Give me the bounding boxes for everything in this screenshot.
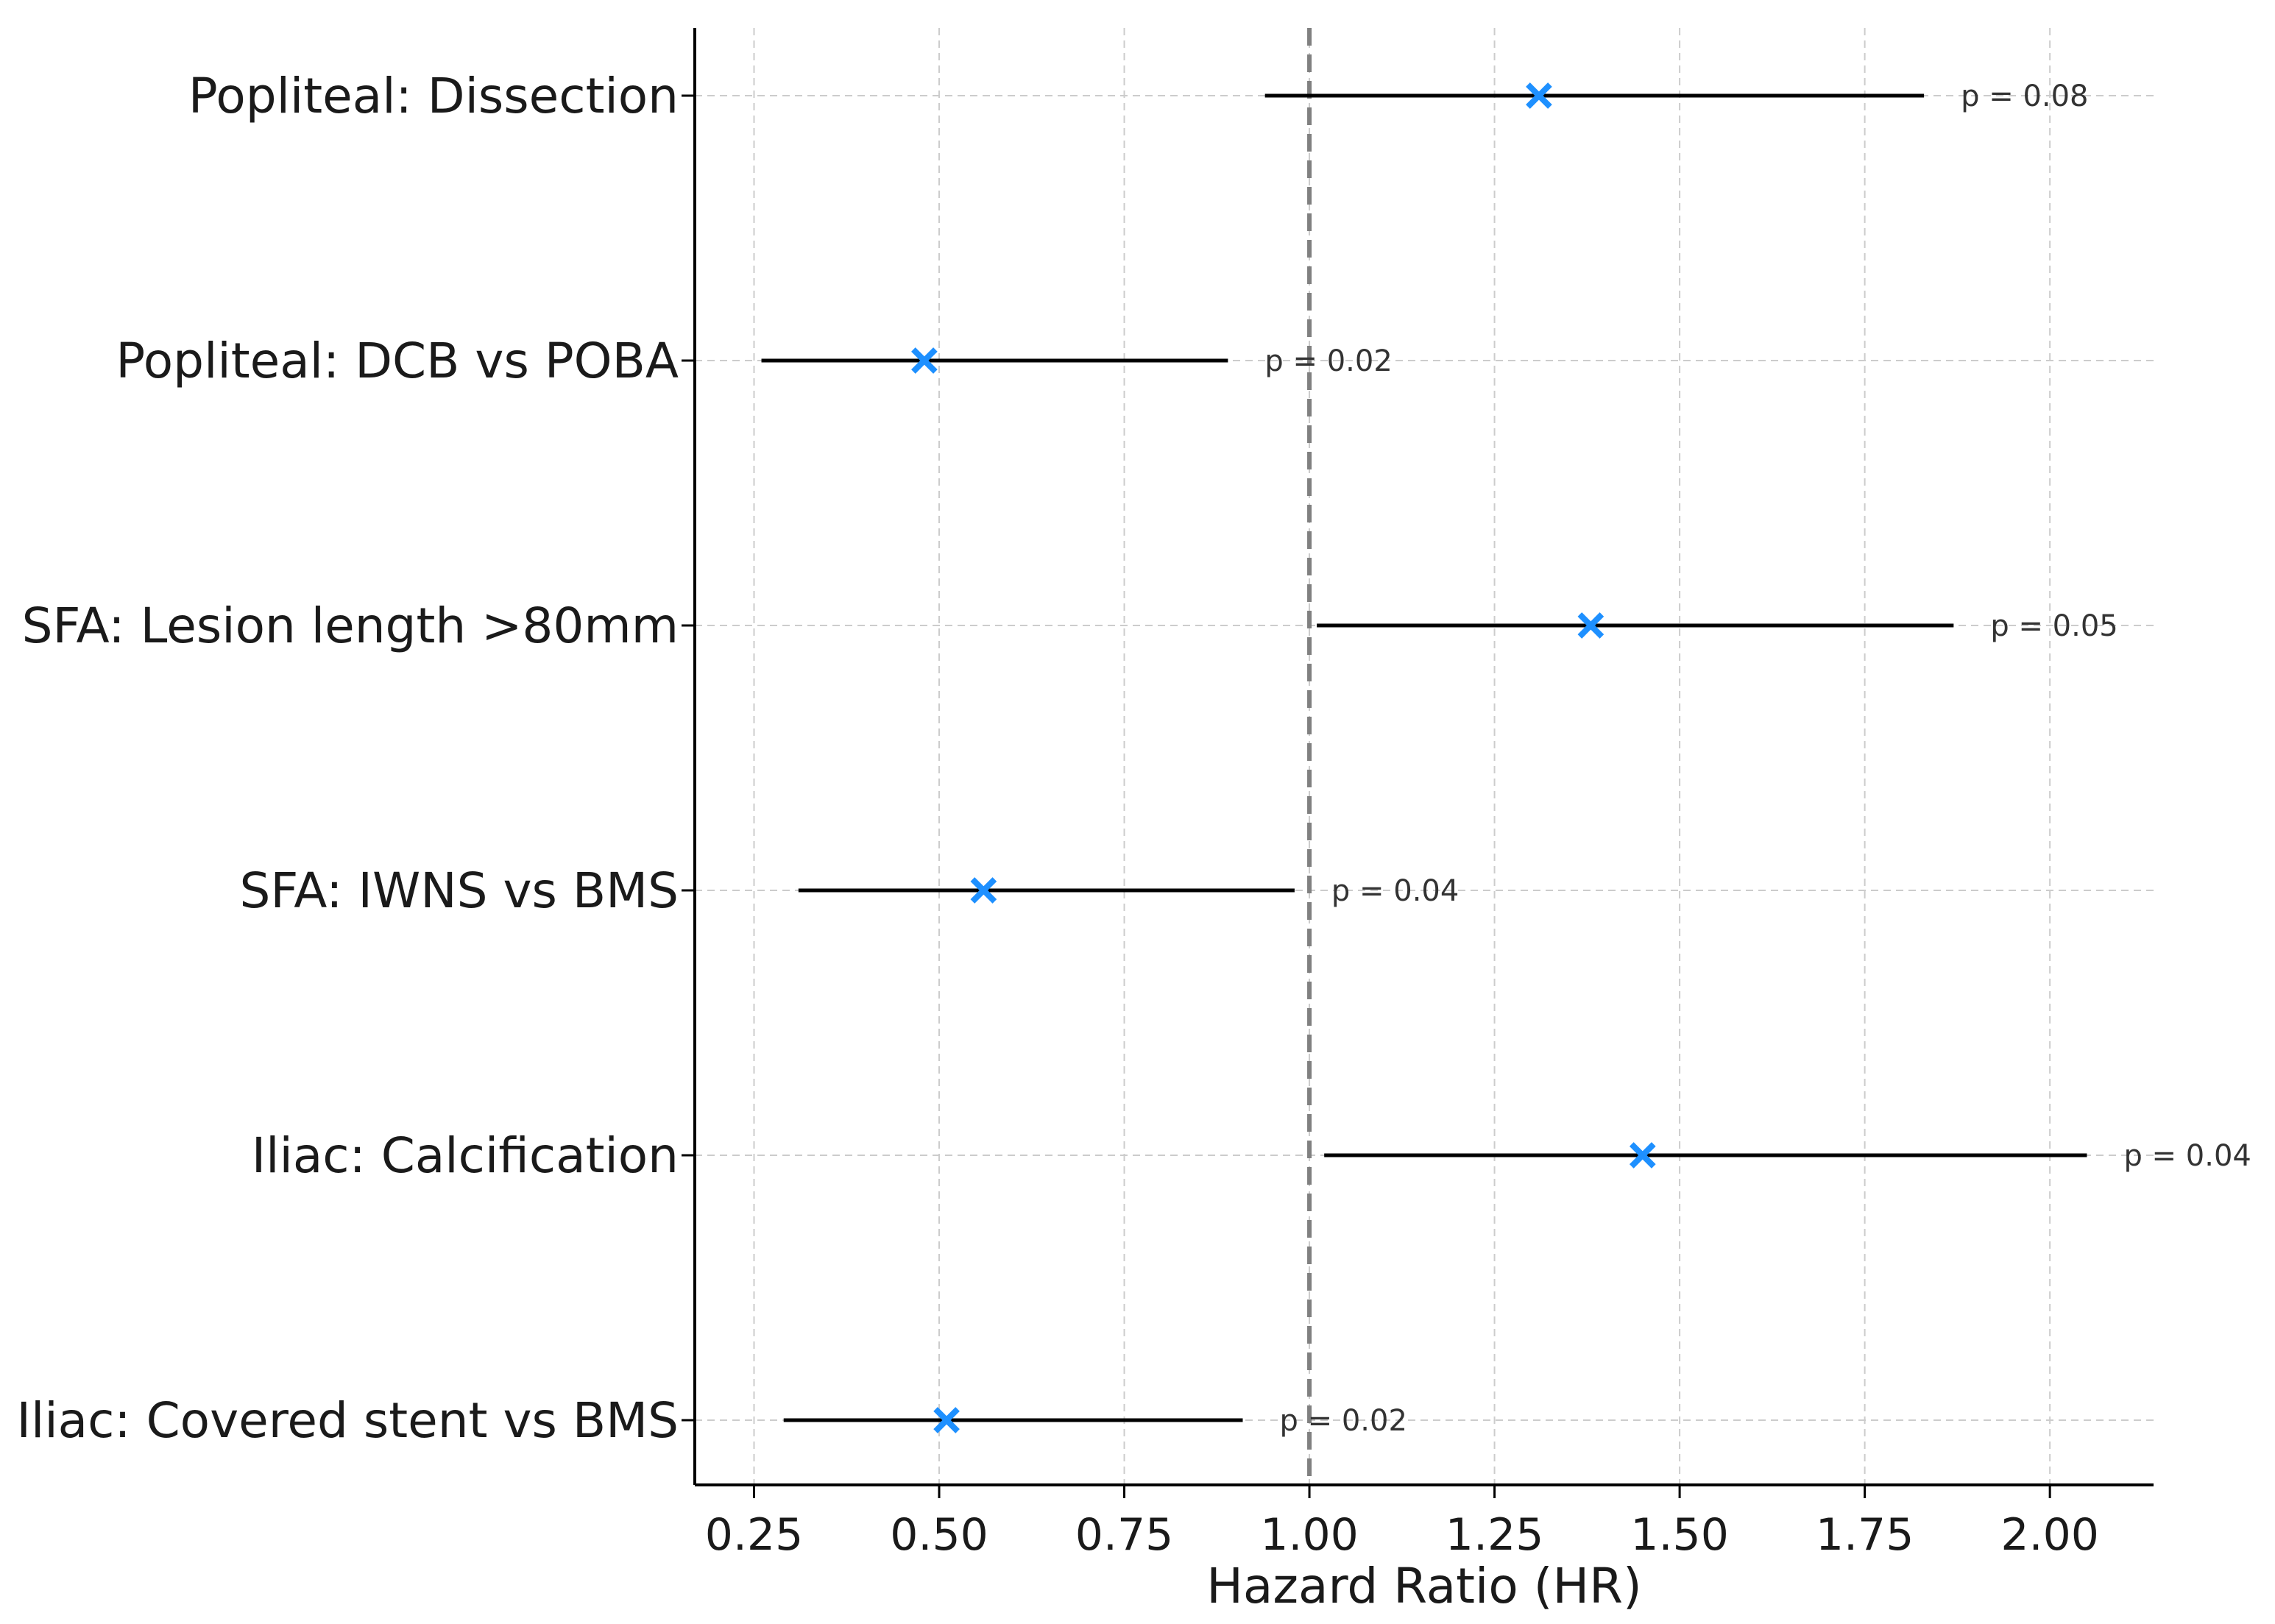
hr-point-marker <box>933 1407 960 1433</box>
grid-layer <box>695 28 2154 1485</box>
forest-row: p = 0.05 SFA: Lesion length >80mm <box>22 598 2118 654</box>
forest-row: p = 0.08 Popliteal: Dissection <box>188 68 2089 124</box>
forest-row: p = 0.02 Iliac: Covered stent vs BMS <box>17 1392 1407 1449</box>
hr-point-marker <box>911 347 938 374</box>
y-tick-label: Iliac: Calcification <box>252 1127 679 1184</box>
p-value-label: p = 0.02 <box>1280 1404 1407 1438</box>
x-tick-label: 0.50 <box>890 1509 988 1561</box>
hr-point-marker <box>1629 1142 1656 1169</box>
rows-layer: p = 0.08 Popliteal: Dissection p = 0.02 Pop… <box>17 68 2251 1449</box>
x-tick-label: 1.50 <box>1630 1509 1729 1561</box>
p-value-label: p = 0.08 <box>1961 79 2088 113</box>
x-axis-label: Hazard Ratio (HR) <box>1206 1558 1641 1614</box>
axes-layer: 0.25 0.50 0.75 1.00 1.25 1.50 1.75 2.00 <box>682 28 2154 1561</box>
x-tick-label: 2.00 <box>2000 1509 2099 1561</box>
forest-row: p = 0.02 Popliteal: DCB vs POBA <box>116 333 1392 389</box>
y-tick-label: Iliac: Covered stent vs BMS <box>17 1392 679 1449</box>
p-value-label: p = 0.02 <box>1264 344 1392 378</box>
forest-row: p = 0.04 SFA: IWNS vs BMS <box>239 862 1459 919</box>
x-tick-label: 1.25 <box>1446 1509 1544 1561</box>
hr-point-marker <box>1577 612 1604 639</box>
x-tick-label: 0.75 <box>1075 1509 1174 1561</box>
hr-point-marker <box>1526 82 1552 109</box>
x-tick-label: 1.00 <box>1260 1509 1359 1561</box>
p-value-label: p = 0.04 <box>1331 874 1459 908</box>
forest-row: p = 0.04 Iliac: Calcification <box>252 1127 2251 1184</box>
y-tick-label: SFA: Lesion length >80mm <box>22 598 679 654</box>
p-value-label: p = 0.05 <box>1990 609 2117 643</box>
y-tick-label: Popliteal: Dissection <box>188 68 679 124</box>
x-tick-label: 0.25 <box>705 1509 804 1561</box>
hr-point-marker <box>970 877 997 904</box>
p-value-label: p = 0.04 <box>2123 1139 2251 1173</box>
y-tick-label: SFA: IWNS vs BMS <box>239 862 679 919</box>
y-tick-label: Popliteal: DCB vs POBA <box>116 333 679 389</box>
x-tick-label: 1.75 <box>1816 1509 1914 1561</box>
